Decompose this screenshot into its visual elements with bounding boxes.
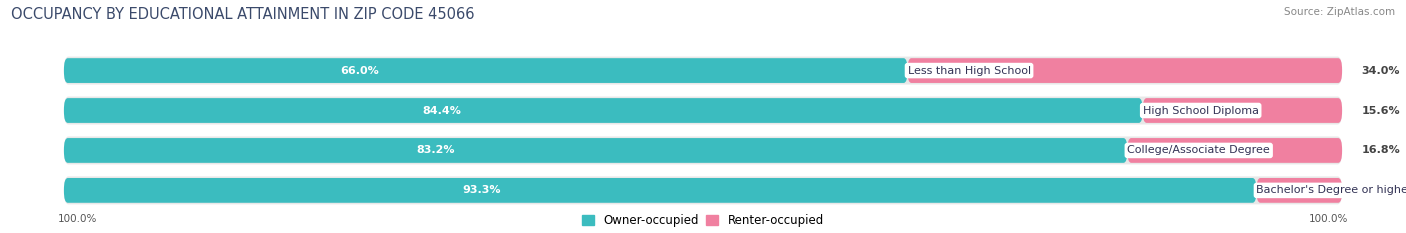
FancyBboxPatch shape <box>63 98 1143 123</box>
Text: 15.6%: 15.6% <box>1361 106 1400 116</box>
Text: Source: ZipAtlas.com: Source: ZipAtlas.com <box>1284 7 1395 17</box>
Text: OCCUPANCY BY EDUCATIONAL ATTAINMENT IN ZIP CODE 45066: OCCUPANCY BY EDUCATIONAL ATTAINMENT IN Z… <box>11 7 475 22</box>
Text: 83.2%: 83.2% <box>416 145 456 155</box>
FancyBboxPatch shape <box>63 137 1343 164</box>
Legend: Owner-occupied, Renter-occupied: Owner-occupied, Renter-occupied <box>582 214 824 227</box>
FancyBboxPatch shape <box>63 178 1257 203</box>
Text: High School Diploma: High School Diploma <box>1143 106 1258 116</box>
Text: 93.3%: 93.3% <box>463 185 501 195</box>
FancyBboxPatch shape <box>1128 138 1343 163</box>
Text: 100.0%: 100.0% <box>58 214 97 224</box>
Text: 66.0%: 66.0% <box>340 65 378 75</box>
FancyBboxPatch shape <box>63 58 907 83</box>
Text: 84.4%: 84.4% <box>422 106 461 116</box>
FancyBboxPatch shape <box>63 96 1343 124</box>
FancyBboxPatch shape <box>1143 98 1343 123</box>
FancyBboxPatch shape <box>63 57 1343 85</box>
Text: College/Associate Degree: College/Associate Degree <box>1128 145 1270 155</box>
Text: 16.8%: 16.8% <box>1361 145 1400 155</box>
FancyBboxPatch shape <box>63 176 1343 204</box>
Text: 100.0%: 100.0% <box>1309 214 1348 224</box>
Text: Bachelor's Degree or higher: Bachelor's Degree or higher <box>1257 185 1406 195</box>
FancyBboxPatch shape <box>907 58 1343 83</box>
FancyBboxPatch shape <box>1257 178 1343 203</box>
FancyBboxPatch shape <box>63 138 1128 163</box>
Text: 34.0%: 34.0% <box>1361 65 1400 75</box>
Text: Less than High School: Less than High School <box>907 65 1031 75</box>
Text: 6.7%: 6.7% <box>1361 185 1392 195</box>
